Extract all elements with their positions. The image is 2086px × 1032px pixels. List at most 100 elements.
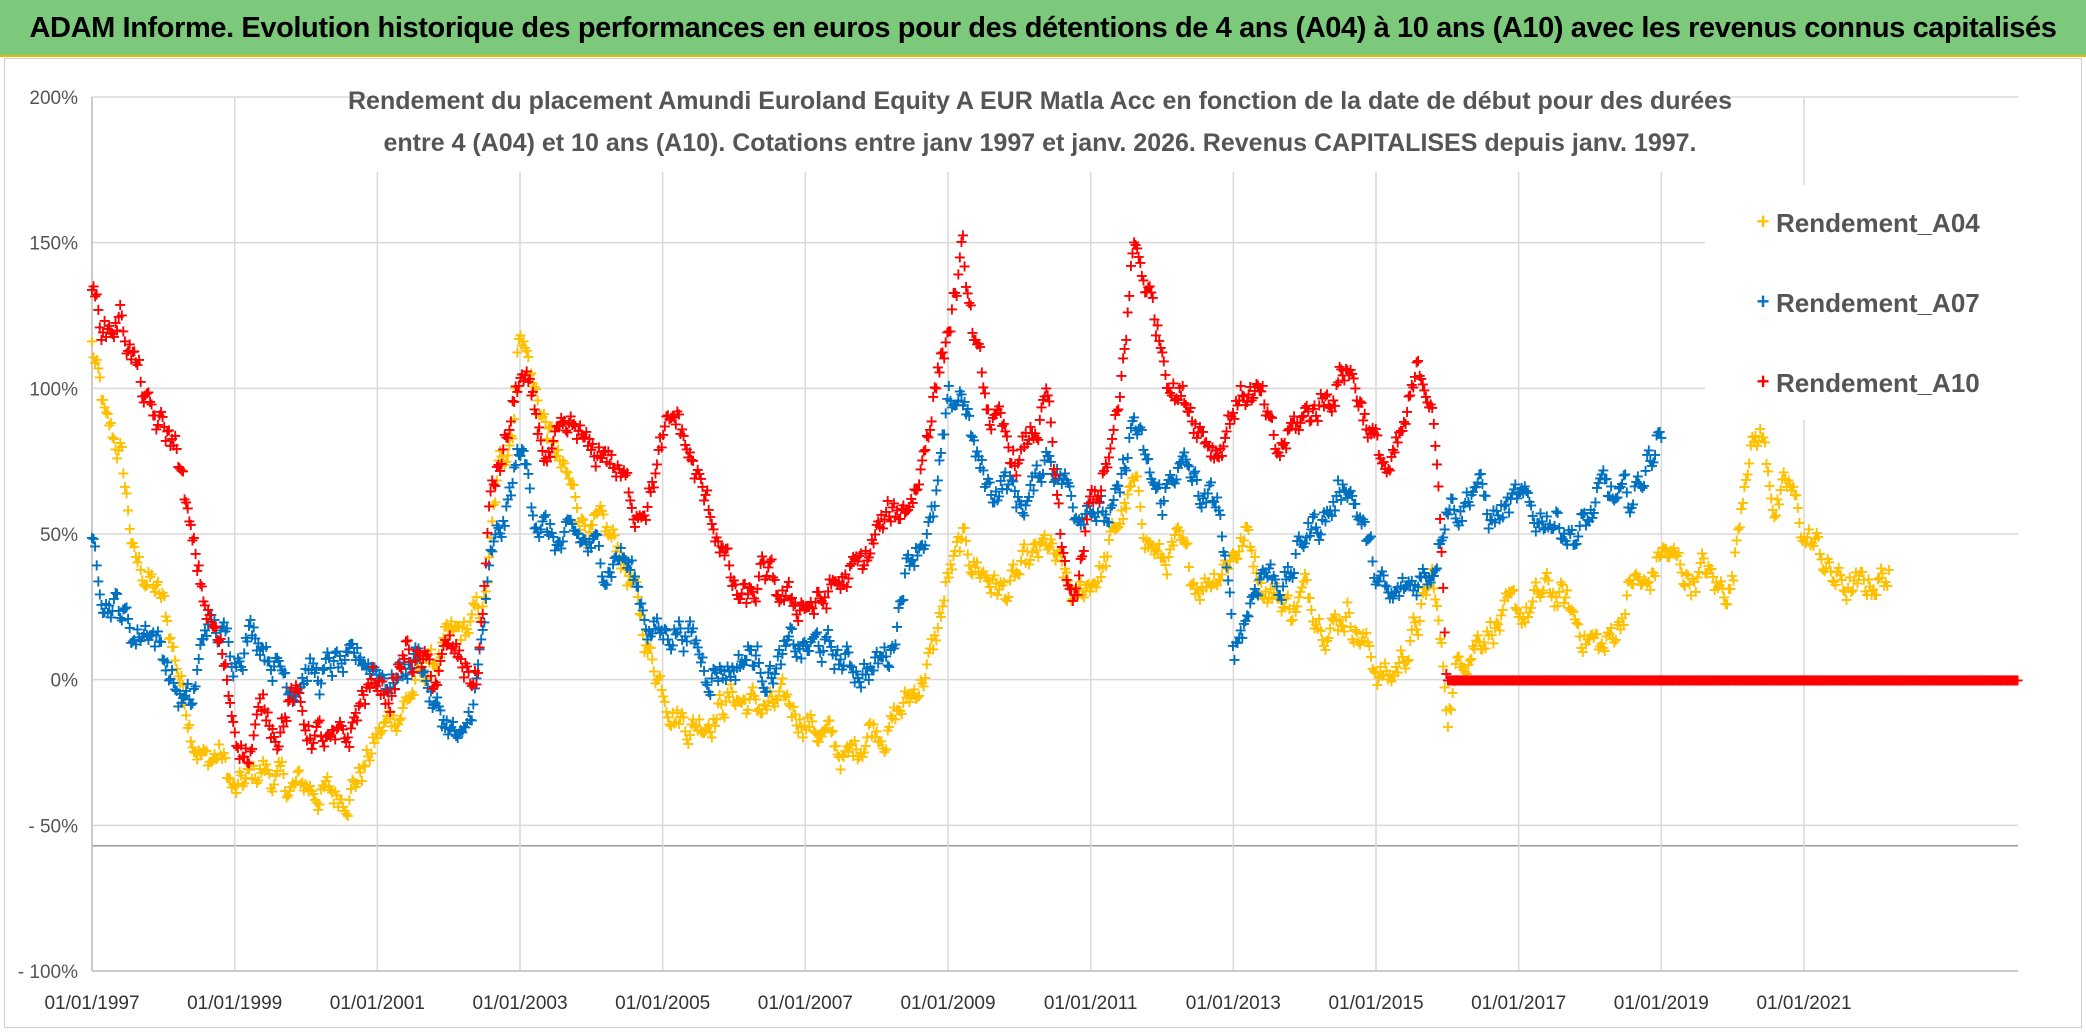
data-point: +	[837, 747, 850, 766]
data-point: +	[887, 697, 900, 716]
data-point: +	[925, 412, 938, 431]
data-point: +	[548, 447, 561, 466]
data-point: +	[346, 770, 359, 789]
data-point: +	[87, 347, 100, 366]
data-point: +	[741, 700, 754, 719]
data-point: +	[456, 618, 469, 637]
data-point: +	[842, 742, 855, 761]
data-point: +	[1049, 551, 1062, 570]
data-point: +	[175, 666, 188, 685]
data-point: +	[496, 451, 509, 470]
data-point: +	[906, 684, 919, 703]
data-point: +	[266, 782, 279, 801]
data-point: +	[865, 726, 878, 745]
data-point: +	[1043, 391, 1056, 410]
data-point: +	[726, 682, 739, 701]
data-point: +	[416, 660, 429, 679]
data-point: +	[379, 712, 392, 731]
x-tick-label: 01/01/2021	[1756, 993, 1851, 1014]
data-point: +	[978, 565, 991, 584]
data-point: +	[1005, 561, 1018, 580]
data-point: +	[857, 743, 870, 762]
data-point: +	[903, 692, 916, 711]
data-point: +	[222, 768, 235, 787]
data-point: +	[211, 748, 224, 767]
data-point: +	[912, 686, 925, 705]
data-point: +	[344, 779, 357, 798]
data-point: +	[399, 688, 412, 707]
data-point: +	[752, 699, 765, 718]
data-point: +	[1507, 580, 1520, 599]
data-point: +	[307, 784, 320, 803]
data-point: +	[897, 693, 910, 712]
data-point: +	[567, 475, 580, 494]
data-point: +	[239, 768, 252, 787]
data-point: +	[319, 771, 332, 790]
data-point: +	[446, 621, 459, 640]
data-point: +	[834, 760, 847, 779]
data-point: +	[219, 748, 232, 767]
data-point: +	[592, 501, 605, 520]
data-point: +	[192, 555, 205, 574]
data-point: +	[159, 607, 172, 626]
data-point: +	[936, 596, 949, 615]
data-point: +	[961, 545, 974, 564]
data-point: +	[1364, 526, 1377, 545]
data-point: +	[145, 565, 158, 584]
data-point: +	[230, 783, 243, 802]
data-point: +	[291, 762, 304, 781]
data-point: +	[1049, 465, 1062, 484]
data-point: +	[500, 452, 513, 471]
data-point: +	[327, 794, 340, 813]
data-point: +	[1071, 587, 1084, 606]
data-point: +	[437, 628, 450, 647]
data-point: +	[688, 717, 701, 736]
data-point: +	[850, 740, 863, 759]
data-point: +	[909, 689, 922, 708]
data-point: +	[776, 668, 789, 687]
data-point: +	[427, 654, 440, 673]
data-point: +	[281, 785, 294, 804]
data-point: +	[716, 704, 729, 723]
data-point: +	[597, 504, 610, 523]
data-point: +	[853, 746, 866, 765]
data-point: +	[581, 538, 594, 557]
data-point: +	[674, 707, 687, 726]
data-point: +	[671, 701, 684, 720]
data-point: +	[374, 723, 387, 742]
data-point: +	[1113, 387, 1126, 406]
data-point: +	[325, 782, 338, 801]
data-point: +	[881, 721, 894, 740]
data-point: +	[870, 721, 883, 740]
data-point: +	[368, 733, 381, 752]
data-point: +	[139, 577, 152, 596]
data-point: +	[1101, 546, 1114, 565]
data-point: +	[883, 717, 896, 736]
data-point: +	[1619, 604, 1632, 623]
data-point: +	[172, 666, 185, 685]
data-point: +	[1436, 578, 1449, 597]
data-point: +	[576, 510, 589, 529]
data-point: +	[931, 471, 944, 490]
data-point: +	[657, 686, 670, 705]
data-point: +	[980, 568, 993, 587]
data-point: +	[1021, 542, 1034, 561]
data-point: +	[1050, 545, 1063, 564]
data-point: +	[757, 694, 770, 713]
data-point: +	[1430, 454, 1443, 473]
data-point: +	[914, 670, 927, 689]
data-point: +	[1328, 396, 1341, 415]
data-point: +	[633, 604, 646, 623]
data-point: +	[1052, 541, 1065, 560]
data-point: +	[1287, 563, 1300, 582]
data-point: +	[503, 435, 516, 454]
data-point: +	[675, 703, 688, 722]
data-point: +	[431, 660, 444, 679]
data-point: +	[333, 790, 346, 809]
data-point: +	[859, 736, 872, 755]
data-point: +	[603, 524, 616, 543]
data-point: +	[1648, 445, 1661, 464]
data-point: +	[999, 589, 1012, 608]
y-tick-label: 0%	[51, 671, 79, 692]
data-point: +	[501, 445, 514, 464]
